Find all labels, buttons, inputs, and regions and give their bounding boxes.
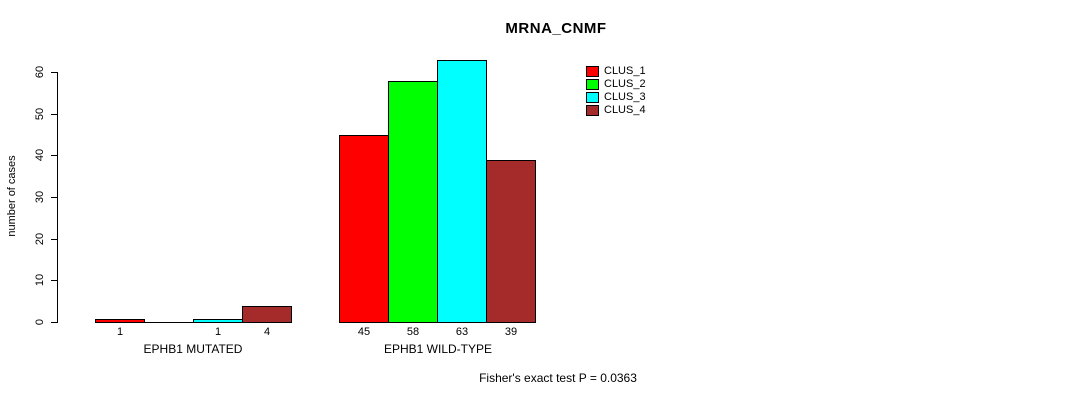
legend-item-clus-4: CLUS_4 (586, 104, 646, 117)
legend-swatch-clus-1 (586, 66, 599, 77)
bar-value-label: 1 (116, 326, 124, 338)
y-tick-0 (51, 322, 58, 323)
y-tick-50 (51, 114, 58, 115)
legend-swatch-clus-3 (586, 92, 599, 103)
group-label-ephb1-mutated: EPHB1 MUTATED (143, 342, 243, 356)
y-tick-30 (51, 197, 58, 198)
bar-clus_2-ephb1-mutated (144, 322, 194, 323)
legend-item-clus-3: CLUS_3 (586, 91, 646, 104)
legend-label-clus-3: CLUS_3 (604, 91, 646, 103)
y-tick-20 (51, 239, 58, 240)
chart-title: MRNA_CNMF (505, 20, 607, 37)
bar-value-label: 45 (357, 326, 371, 338)
y-tick-10 (51, 280, 58, 281)
legend-swatch-clus-4 (586, 105, 599, 116)
y-tick-label-50: 50 (34, 107, 46, 121)
bar-value-label: 39 (504, 326, 518, 338)
bar-value-label: 63 (455, 326, 469, 338)
legend-item-clus-1: CLUS_1 (586, 65, 646, 78)
bar-clus_4-ephb1-mutated (242, 306, 292, 323)
legend: CLUS_1 CLUS_2 CLUS_3 CLUS_4 (586, 65, 646, 117)
bar-clus_1-ephb1-wild-type (339, 135, 389, 323)
legend-label-clus-2: CLUS_2 (604, 78, 646, 90)
pvalue-text: Fisher's exact test P = 0.0363 (479, 371, 637, 385)
legend-item-clus-2: CLUS_2 (586, 78, 646, 91)
y-tick-label-10: 10 (34, 273, 46, 287)
legend-label-clus-4: CLUS_4 (604, 104, 646, 116)
bar-value-label: 58 (406, 326, 420, 338)
y-tick-60 (51, 72, 58, 73)
bar-clus_2-ephb1-wild-type (388, 81, 438, 323)
bar-clus_4-ephb1-wild-type (486, 160, 536, 323)
bar-clus_3-ephb1-wild-type (437, 60, 487, 323)
bar-value-label: 1 (214, 326, 222, 338)
y-tick-label-60: 60 (34, 65, 46, 79)
bar-clus_1-ephb1-mutated (95, 319, 145, 323)
y-tick-label-30: 30 (34, 190, 46, 204)
bar-clus_3-ephb1-mutated (193, 319, 243, 323)
y-tick-label-0: 0 (34, 318, 46, 326)
y-tick-40 (51, 155, 58, 156)
legend-swatch-clus-2 (586, 79, 599, 90)
group-label-ephb1-wild-type: EPHB1 WILD-TYPE (383, 342, 493, 356)
bar-value-label: 4 (263, 326, 271, 338)
y-axis-label: number of cases (6, 155, 18, 237)
legend-label-clus-1: CLUS_1 (604, 65, 646, 77)
y-tick-label-40: 40 (34, 148, 46, 162)
y-tick-label-20: 20 (34, 232, 46, 246)
